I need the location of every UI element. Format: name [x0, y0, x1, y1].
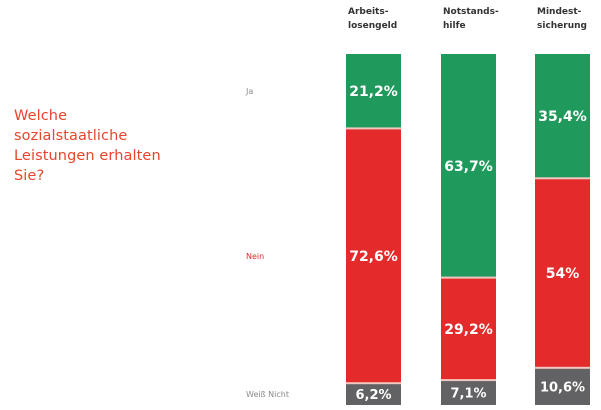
question-title: Welche sozialstaatliche Leistungen erhal…	[14, 106, 229, 186]
data-label: 63,7%	[444, 159, 493, 175]
bar-segment	[441, 380, 496, 405]
bar-segment	[441, 54, 496, 278]
category-label: hilfe	[443, 21, 466, 31]
data-label: 10,6%	[540, 380, 585, 395]
bar-segment	[535, 178, 590, 368]
question-line: sozialstaatliche	[14, 128, 128, 144]
data-label: 7,1%	[450, 387, 486, 402]
data-label: 6,2%	[355, 388, 391, 403]
row-label: Nein	[246, 252, 264, 261]
row-label: Ja	[245, 87, 253, 96]
segment-divider	[441, 276, 496, 279]
data-label: 21,2%	[349, 84, 398, 100]
category-label: losengeld	[348, 21, 397, 31]
bar-segment	[441, 277, 496, 381]
question-line: Welche	[14, 108, 68, 124]
row-label: Weiß Nicht	[246, 390, 289, 399]
data-label: 35,4%	[538, 109, 587, 125]
category-label: sicherung	[537, 21, 587, 31]
bar-segment	[346, 54, 401, 129]
segment-divider	[346, 382, 401, 385]
question-line: Sie?	[14, 168, 45, 184]
bar-segment	[535, 367, 590, 405]
question-line: Leistungen erhalten	[14, 148, 161, 164]
bar-segment	[346, 128, 401, 384]
bar-segment	[535, 54, 590, 179]
category-label: Arbeits-	[348, 7, 389, 17]
category-label: Mindest-	[537, 7, 582, 17]
data-label: 72,6%	[349, 249, 398, 265]
segment-divider	[535, 177, 590, 180]
bar-segment	[346, 383, 401, 405]
data-label: 29,2%	[444, 322, 493, 338]
segment-divider	[441, 379, 496, 382]
data-label: 54%	[546, 266, 580, 282]
segment-divider	[535, 366, 590, 369]
segment-divider	[346, 127, 401, 130]
category-label: Notstands-	[443, 7, 499, 17]
